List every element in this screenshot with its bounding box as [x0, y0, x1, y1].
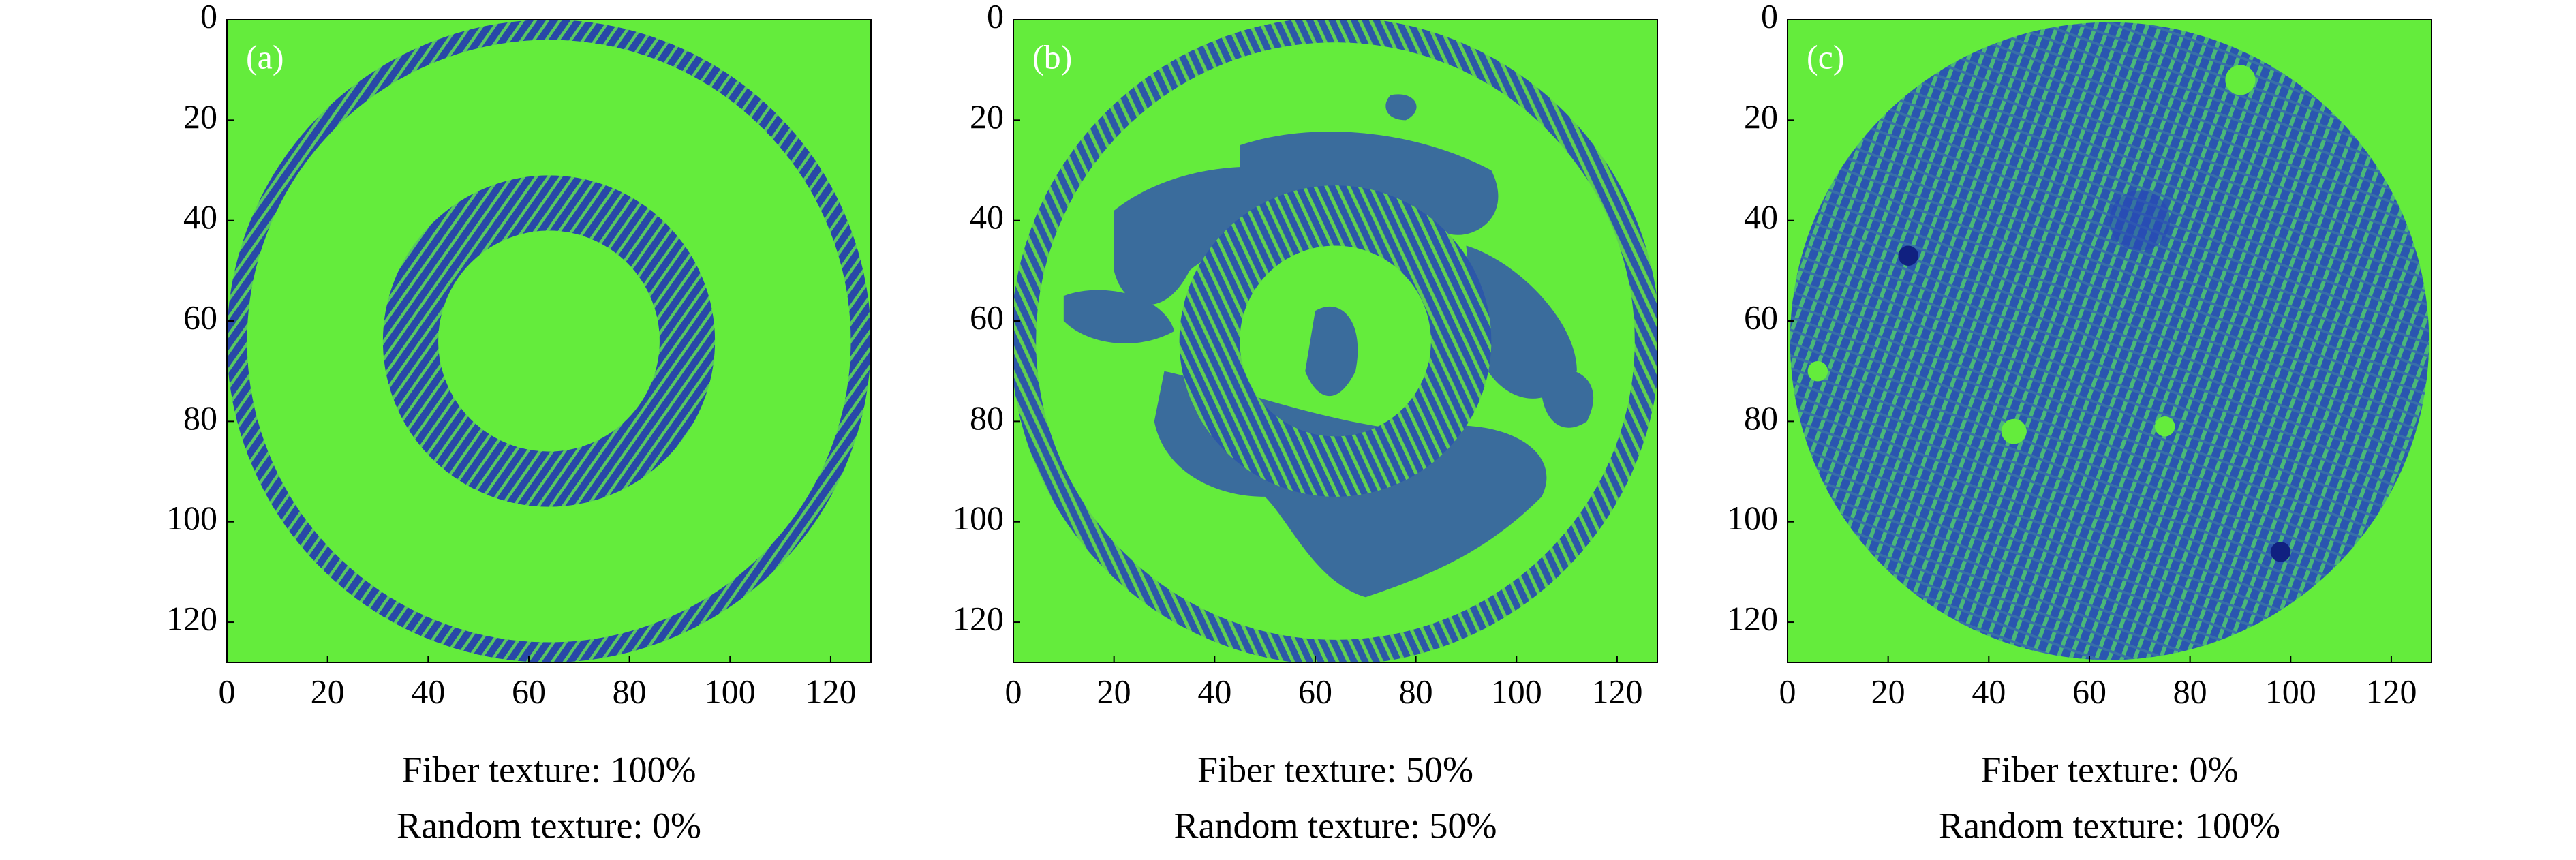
y-tick-label: 80 [183, 399, 217, 437]
y-tick-label: 60 [183, 298, 217, 337]
y-tick-label: 100 [953, 499, 1004, 537]
axes-frame [1013, 19, 1658, 663]
panel-label: (a) [246, 37, 284, 76]
x-tick-label: 120 [1591, 672, 1642, 710]
x-tick-label: 100 [2265, 672, 2316, 710]
x-tick-label: 20 [1097, 672, 1131, 710]
x-tick-label: 60 [2072, 672, 2106, 710]
y-tick-label: 100 [1727, 499, 1778, 537]
texture-image [1013, 20, 1657, 662]
x-tick-label: 0 [1779, 672, 1796, 710]
y-tick-label: 20 [183, 97, 217, 136]
y-tick-label: 120 [953, 600, 1004, 638]
caption: Fiber texture: 50% [1197, 749, 1473, 790]
axes-frame [226, 19, 872, 663]
x-tick-label: 80 [2173, 672, 2207, 710]
x-tick-label: 60 [1298, 672, 1332, 710]
axes-frame [1787, 19, 2432, 663]
panel-label: (b) [1032, 37, 1072, 76]
x-tick-label: 40 [1197, 672, 1231, 710]
y-tick-label: 20 [970, 97, 1004, 136]
y-tick-label: 120 [1727, 600, 1778, 638]
y-tick-label: 60 [970, 298, 1004, 337]
y-tick-label: 0 [200, 0, 217, 35]
x-tick-label: 40 [411, 672, 445, 710]
y-tick-label: 20 [1744, 97, 1778, 136]
y-tick-label: 40 [970, 198, 1004, 236]
texture-image [1790, 22, 2429, 660]
x-tick-label: 40 [1972, 672, 2006, 710]
y-tick-label: 0 [987, 0, 1004, 35]
y-tick-label: 40 [183, 198, 217, 236]
y-tick-label: 40 [1744, 198, 1778, 236]
x-tick-label: 0 [219, 672, 236, 710]
caption: Random texture: 50% [1174, 805, 1497, 846]
x-tick-label: 120 [2365, 672, 2417, 710]
y-tick-label: 100 [166, 499, 217, 537]
x-tick-label: 0 [1005, 672, 1022, 710]
x-tick-label: 80 [1399, 672, 1433, 710]
texture-image [227, 20, 871, 662]
x-tick-label: 60 [512, 672, 546, 710]
caption: Random texture: 0% [397, 805, 701, 846]
caption: Fiber texture: 0% [1981, 749, 2239, 790]
x-tick-label: 20 [1871, 672, 1905, 710]
x-tick-label: 120 [805, 672, 856, 710]
y-tick-label: 120 [166, 600, 217, 638]
caption: Random texture: 100% [1939, 805, 2280, 846]
y-tick-label: 80 [970, 399, 1004, 437]
x-tick-label: 100 [705, 672, 756, 710]
x-tick-label: 80 [613, 672, 647, 710]
panel-label: (c) [1807, 37, 1845, 76]
x-tick-label: 100 [1491, 672, 1542, 710]
caption: Fiber texture: 100% [402, 749, 696, 790]
x-tick-label: 20 [311, 672, 345, 710]
y-tick-label: 0 [1761, 0, 1778, 35]
y-tick-label: 60 [1744, 298, 1778, 337]
y-tick-label: 80 [1744, 399, 1778, 437]
